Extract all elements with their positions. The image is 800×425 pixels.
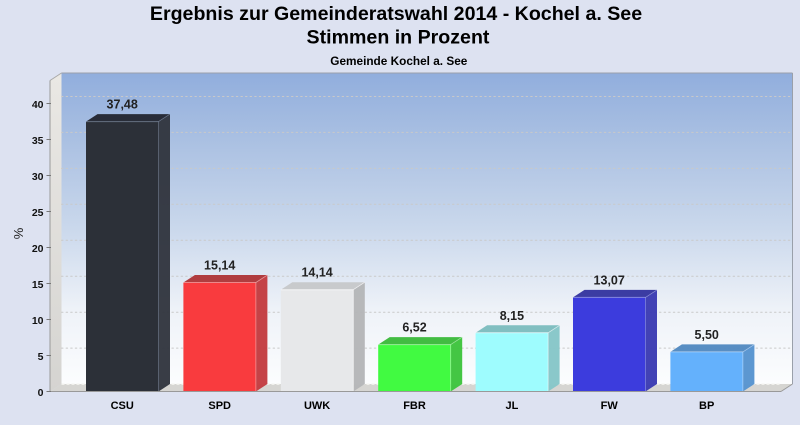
svg-text:20: 20 — [32, 243, 44, 255]
svg-text:37,48: 37,48 — [107, 98, 138, 112]
svg-text:%: % — [11, 227, 26, 239]
svg-text:25: 25 — [32, 207, 44, 219]
svg-text:JL: JL — [505, 400, 518, 412]
svg-text:6,52: 6,52 — [402, 321, 426, 335]
svg-text:UWK: UWK — [304, 400, 330, 412]
svg-text:15: 15 — [32, 279, 44, 291]
svg-text:FW: FW — [601, 400, 619, 412]
svg-text:40: 40 — [32, 99, 44, 111]
svg-text:Gemeinde Kochel a. See: Gemeinde Kochel a. See — [330, 54, 467, 68]
svg-text:30: 30 — [32, 171, 44, 183]
svg-text:14,14: 14,14 — [301, 266, 332, 280]
svg-text:BP: BP — [699, 400, 714, 412]
svg-text:SPD: SPD — [208, 400, 231, 412]
svg-text:10: 10 — [32, 315, 44, 327]
svg-text:5,50: 5,50 — [695, 328, 719, 342]
svg-text:0: 0 — [38, 387, 44, 399]
svg-text:35: 35 — [32, 135, 44, 147]
svg-text:CSU: CSU — [111, 400, 134, 412]
svg-text:8,15: 8,15 — [500, 309, 524, 323]
svg-text:FBR: FBR — [403, 400, 426, 412]
svg-text:Ergebnis zur Gemeinderatswahl: Ergebnis zur Gemeinderatswahl 2014 - Koc… — [150, 3, 642, 25]
svg-text:Stimmen in Prozent: Stimmen in Prozent — [307, 27, 490, 49]
svg-text:13,07: 13,07 — [594, 273, 625, 287]
svg-text:5: 5 — [38, 351, 44, 363]
svg-text:15,14: 15,14 — [204, 259, 235, 273]
